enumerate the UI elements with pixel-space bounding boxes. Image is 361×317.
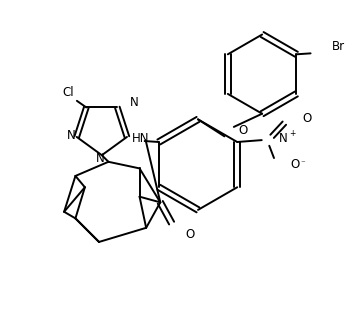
Text: +: +: [290, 130, 296, 139]
Text: O: O: [238, 124, 248, 137]
Text: N: N: [96, 152, 104, 165]
Text: HN: HN: [132, 132, 149, 145]
Text: O: O: [186, 229, 195, 242]
Text: O: O: [291, 158, 300, 171]
Text: Br: Br: [332, 40, 345, 53]
Text: ⁻: ⁻: [301, 159, 305, 169]
Text: N: N: [279, 133, 288, 146]
Text: N: N: [130, 96, 139, 109]
Text: O: O: [302, 112, 311, 125]
Text: Cl: Cl: [62, 86, 74, 99]
Text: N: N: [67, 129, 76, 142]
